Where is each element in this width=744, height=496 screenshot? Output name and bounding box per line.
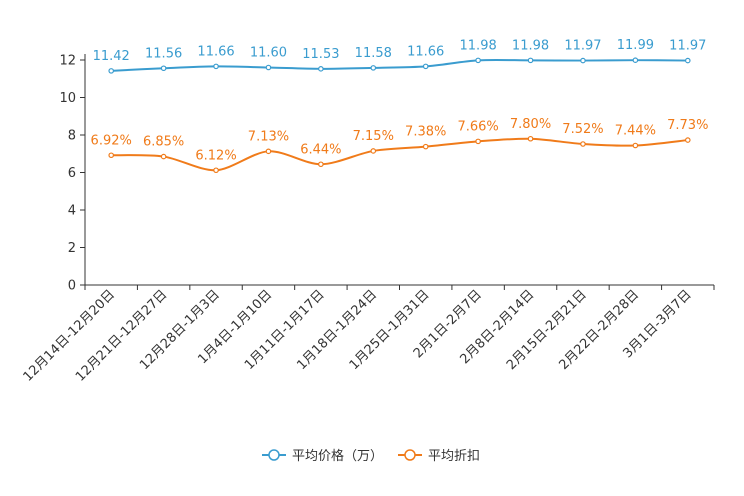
data-point[interactable] xyxy=(213,63,219,70)
x-tick-label: 12月14日-12月20日 xyxy=(21,287,118,384)
data-label: 6.12% xyxy=(195,148,236,163)
data-label: 11.66 xyxy=(407,44,444,59)
data-label: 11.99 xyxy=(617,38,654,53)
series-line-1 xyxy=(111,58,688,72)
y-tick-label: 12 xyxy=(59,54,76,69)
data-point[interactable] xyxy=(580,141,586,147)
data-point[interactable] xyxy=(370,65,377,71)
data-label: 11.98 xyxy=(460,38,497,53)
data-label: 7.38% xyxy=(405,125,446,140)
data-label: 6.85% xyxy=(143,135,184,150)
data-point[interactable] xyxy=(422,63,429,70)
data-point[interactable] xyxy=(265,148,272,155)
data-point[interactable] xyxy=(108,152,115,159)
data-label: 11.97 xyxy=(669,39,706,54)
data-point[interactable] xyxy=(160,153,167,160)
data-label: 11.53 xyxy=(302,47,339,62)
data-label: 7.66% xyxy=(457,119,498,134)
data-label: 7.52% xyxy=(562,122,603,137)
data-label: 11.98 xyxy=(512,38,549,53)
data-point[interactable] xyxy=(527,57,534,64)
data-label: 7.13% xyxy=(248,129,289,144)
data-label: 7.73% xyxy=(667,118,708,133)
series-layer xyxy=(108,57,691,174)
legend-label: 平均价格（万） xyxy=(292,448,383,464)
legend-marker-icon xyxy=(404,449,416,461)
data-label: 11.42 xyxy=(93,49,130,64)
data-label: 11.60 xyxy=(250,46,287,61)
data-point[interactable] xyxy=(318,66,324,72)
y-tick-label: 10 xyxy=(59,91,76,106)
data-point[interactable] xyxy=(318,161,324,168)
data-point[interactable] xyxy=(580,57,586,64)
data-point[interactable] xyxy=(213,167,219,174)
y-tick-label: 0 xyxy=(68,279,76,294)
data-point[interactable] xyxy=(684,137,691,143)
data-label: 6.44% xyxy=(300,142,341,157)
data-point[interactable] xyxy=(475,138,481,145)
y-tick-label: 2 xyxy=(68,241,76,256)
data-point[interactable] xyxy=(632,57,639,63)
legend-item-1[interactable]: 平均价格（万） xyxy=(262,448,383,464)
axes: 02468101212月14日-12月20日12月21日-12月27日12月28… xyxy=(21,54,715,385)
data-point[interactable] xyxy=(108,68,115,74)
y-tick-label: 6 xyxy=(68,166,76,181)
data-label: 6.92% xyxy=(91,133,132,148)
data-label: 11.66 xyxy=(197,44,234,59)
y-tick-label: 4 xyxy=(68,204,76,219)
data-point[interactable] xyxy=(684,57,691,64)
data-label: 7.44% xyxy=(615,124,656,139)
series-line-2 xyxy=(111,137,688,172)
data-label: 11.97 xyxy=(564,39,601,54)
data-point[interactable] xyxy=(370,148,377,154)
legend-marker-icon xyxy=(268,449,280,461)
data-labels: 11.42 11.56 11.66 11.60 11.53 11.58 11.66 11.98… xyxy=(91,38,709,163)
legend[interactable]: 平均价格（万） 平均折扣 xyxy=(262,448,480,464)
x-tick-label: 12月21日-12月27日 xyxy=(73,287,170,384)
data-point[interactable] xyxy=(632,142,639,149)
data-point[interactable] xyxy=(265,64,272,71)
data-point[interactable] xyxy=(475,57,481,64)
y-tick-label: 8 xyxy=(68,129,76,144)
legend-item-2[interactable]: 平均折扣 xyxy=(398,449,480,464)
data-label: 11.58 xyxy=(355,46,392,61)
data-point[interactable] xyxy=(527,135,534,142)
data-label: 7.80% xyxy=(510,117,551,132)
data-point[interactable] xyxy=(160,65,167,72)
legend-label: 平均折扣 xyxy=(428,449,480,464)
data-point[interactable] xyxy=(422,143,429,150)
data-label: 11.56 xyxy=(145,46,182,61)
data-label: 7.15% xyxy=(353,129,394,144)
